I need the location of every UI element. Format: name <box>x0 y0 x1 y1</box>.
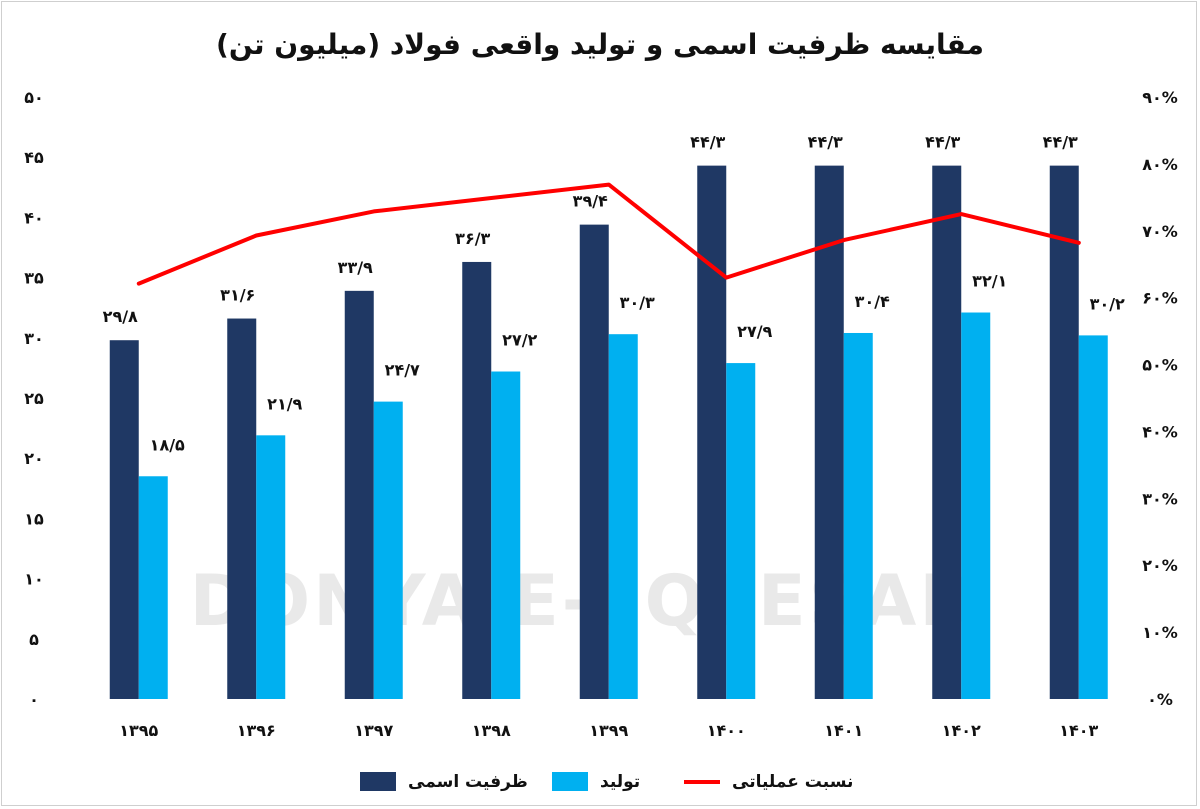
production-bar <box>1078 335 1108 699</box>
left-axis-tick-label: ۵۰ <box>24 88 44 107</box>
right-axis-tick-label: ۷۰% <box>1142 222 1178 241</box>
x-axis: ۱۳۹۵ ۱۳۹۶ ۱۳۹۷ ۱۳۹۸ ۱۳۹۹ ۱۴۰۰ ۱۴۰۱ ۱۴۰۲ ۱۴۰۳ <box>119 721 1098 740</box>
chart-title: مقایسه ظرفیت اسمی و تولید واقعی فولاد (م… <box>216 28 984 61</box>
left-axis-tick-label: ۱۰ <box>24 570 44 589</box>
bars-layer <box>109 165 1108 700</box>
ratio-line-layer <box>136 182 1081 286</box>
production-value-label: ۲۱/۹ <box>267 394 302 413</box>
left-axis-tick-label: ۲۰ <box>24 449 44 468</box>
capacity-value-label: ۳۳/۹ <box>338 258 373 277</box>
production-bar <box>726 363 756 699</box>
production-value-label: ۱۸/۵ <box>150 435 185 454</box>
production-bar <box>491 371 521 699</box>
capacity-bar <box>1049 165 1079 700</box>
x-axis-tick-label: ۱۴۰۱ <box>824 721 863 740</box>
x-axis-tick-label: ۱۳۹۷ <box>354 721 393 740</box>
legend: ظرفیت اسمی تولید نسبت عملیاتی <box>360 772 853 792</box>
capacity-bar <box>579 224 609 699</box>
production-bar <box>608 334 638 699</box>
data-labels-layer: ۲۹/۸ ۱۸/۵ ۳۱/۶ ۲۱/۹ ۳۳/۹ ۲۴/۷ ۳۶/۳ ۲۷/۲ ۳۹/۴ ۳۰/۳… <box>103 133 1125 455</box>
capacity-bar <box>109 340 139 699</box>
production-bar <box>961 312 991 699</box>
production-value-label: ۳۰/۳ <box>620 293 655 312</box>
operating-ratio-line <box>136 182 1081 286</box>
capacity-value-label: ۴۴/۳ <box>925 133 960 152</box>
left-axis-tick-label: ۳۰ <box>24 329 44 348</box>
legend-label-production: تولید <box>600 772 640 792</box>
x-axis-tick-label: ۱۳۹۹ <box>589 721 628 740</box>
left-axis-tick-label: ۱۵ <box>24 509 44 528</box>
x-axis-tick-label: ۱۳۹۸ <box>472 721 511 740</box>
production-value-label: ۲۷/۹ <box>737 322 772 341</box>
legend-label-ratio: نسبت عملیاتی <box>732 772 853 792</box>
capacity-value-label: ۳۶/۳ <box>455 229 490 248</box>
production-value-label: ۳۰/۲ <box>1090 294 1125 313</box>
left-axis-tick-label: ۵ <box>29 630 39 649</box>
production-value-label: ۲۴/۷ <box>385 361 420 380</box>
capacity-value-label: ۴۴/۳ <box>690 133 725 152</box>
capacity-bar <box>462 261 492 699</box>
capacity-bar <box>227 318 257 699</box>
legend-label-capacity: ظرفیت اسمی <box>408 772 528 792</box>
left-axis-tick-label: ۴۵ <box>24 148 44 167</box>
right-axis-tick-label: ۰% <box>1147 690 1173 709</box>
production-bar <box>843 332 873 699</box>
right-axis-tick-label: ۴۰% <box>1142 422 1178 441</box>
production-bar <box>256 435 286 699</box>
capacity-value-label: ۲۹/۸ <box>103 307 138 326</box>
right-axis-tick-label: ۳۰% <box>1142 489 1178 508</box>
capacity-bar <box>697 165 727 700</box>
capacity-value-label: ۳۱/۶ <box>220 286 255 305</box>
x-axis-tick-label: ۱۴۰۰ <box>707 721 746 740</box>
left-axis-tick-label: ۴۰ <box>24 208 44 227</box>
production-value-label: ۳۲/۱ <box>972 272 1007 291</box>
capacity-bar <box>932 165 962 700</box>
right-axis-tick-label: ۱۰% <box>1142 623 1178 642</box>
right-axis-tick-label: ۶۰% <box>1142 289 1178 308</box>
production-value-label: ۳۰/۴ <box>855 292 890 311</box>
right-axis-tick-label: ۸۰% <box>1142 155 1178 174</box>
right-axis-tick-label: ۵۰% <box>1142 356 1178 375</box>
right-axis-tick-label: ۹۰% <box>1142 88 1178 107</box>
production-value-label: ۲۷/۲ <box>502 331 537 350</box>
legend-swatch-capacity <box>360 772 396 791</box>
production-bar <box>138 476 168 699</box>
production-bar <box>373 401 403 699</box>
right-axis-tick-label: ۲۰% <box>1142 556 1178 575</box>
left-axis: ۰ ۵ ۱۰ ۱۵ ۲۰ ۲۵ ۳۰ ۳۵ ۴۰ ۴۵ ۵۰ <box>24 88 44 709</box>
right-axis: ۰% ۱۰% ۲۰% ۳۰% ۴۰% ۵۰% ۶۰% ۷۰% ۸۰% ۹۰% <box>1142 88 1178 709</box>
capacity-bar <box>344 290 374 699</box>
capacity-bar <box>814 165 844 700</box>
x-axis-tick-label: ۱۳۹۶ <box>237 721 276 740</box>
left-axis-tick-label: ۲۵ <box>24 389 44 408</box>
left-axis-tick-label: ۰ <box>29 690 39 709</box>
left-axis-tick-label: ۳۵ <box>24 269 44 288</box>
x-axis-tick-label: ۱۴۰۳ <box>1059 721 1098 740</box>
x-axis-tick-label: ۱۴۰۲ <box>942 721 981 740</box>
capacity-value-label: ۴۴/۳ <box>1043 133 1078 152</box>
capacity-value-label: ۴۴/۳ <box>808 133 843 152</box>
legend-swatch-production <box>552 772 588 791</box>
x-axis-tick-label: ۱۳۹۵ <box>119 721 158 740</box>
capacity-value-label: ۳۹/۴ <box>573 192 608 211</box>
